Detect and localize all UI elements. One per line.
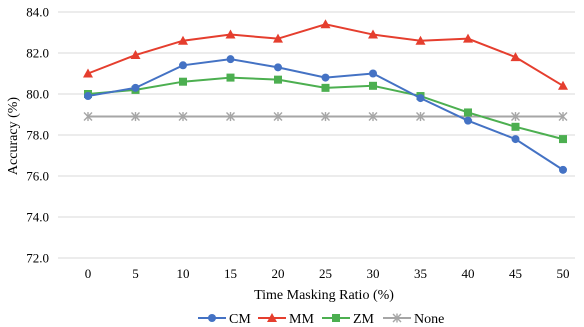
data-point-zm bbox=[321, 83, 330, 92]
y-tick-label: 84.0 bbox=[26, 5, 49, 20]
data-point-none bbox=[131, 112, 140, 122]
data-point-mm bbox=[273, 33, 283, 43]
y-tick-label: 82.0 bbox=[26, 46, 49, 61]
legend-item-none: None bbox=[383, 312, 444, 327]
data-point-mm bbox=[225, 29, 236, 39]
legend-marker-none bbox=[392, 313, 402, 323]
x-tick-label: 5 bbox=[132, 266, 139, 281]
y-tick-label: 72.0 bbox=[26, 251, 49, 266]
data-point-cm bbox=[369, 69, 377, 78]
data-point-cm bbox=[511, 135, 520, 144]
x-tick-label: 40 bbox=[462, 266, 475, 281]
y-tick-label: 78.0 bbox=[26, 128, 49, 143]
data-point-zm bbox=[511, 122, 520, 131]
series-group bbox=[83, 19, 568, 174]
data-point-zm bbox=[226, 73, 235, 82]
data-point-mm bbox=[415, 35, 426, 45]
data-point-mm bbox=[320, 19, 331, 29]
data-point-cm bbox=[274, 63, 282, 72]
data-point-none bbox=[558, 112, 568, 122]
data-point-cm bbox=[464, 116, 472, 125]
data-point-none bbox=[321, 112, 330, 122]
data-point-zm bbox=[559, 135, 567, 144]
data-point-cm bbox=[179, 61, 187, 70]
legend: CM MM ZM None bbox=[198, 312, 444, 327]
data-point-cm bbox=[321, 73, 330, 82]
legend-label: MM bbox=[289, 312, 314, 327]
x-tick-label: 20 bbox=[272, 266, 285, 281]
data-point-cm bbox=[84, 92, 92, 101]
y-tick-label: 74.0 bbox=[26, 210, 49, 225]
data-point-cm bbox=[416, 94, 425, 103]
data-point-none bbox=[511, 112, 520, 122]
data-point-none bbox=[178, 112, 188, 122]
data-point-none bbox=[416, 112, 425, 122]
legend-item-mm: MM bbox=[258, 312, 314, 327]
legend-item-zm: ZM bbox=[322, 312, 375, 327]
legend-item-cm: CM bbox=[198, 312, 251, 327]
data-point-mm bbox=[130, 50, 141, 60]
x-tick-label: 10 bbox=[177, 266, 190, 281]
x-tick-label: 50 bbox=[557, 266, 570, 281]
legend-label: ZM bbox=[353, 312, 375, 327]
x-tick-label: 45 bbox=[509, 266, 522, 281]
x-axis-ticks: 0 5 10 15 20 25 30 35 40 45 50 bbox=[85, 266, 570, 281]
y-tick-label: 80.0 bbox=[26, 87, 49, 102]
data-point-mm bbox=[178, 35, 188, 45]
x-tick-label: 15 bbox=[224, 266, 237, 281]
x-tick-label: 0 bbox=[85, 266, 92, 281]
data-point-mm bbox=[83, 68, 93, 78]
legend-marker-cm bbox=[208, 314, 216, 322]
data-point-mm bbox=[510, 52, 521, 62]
legend-marker-zm bbox=[332, 314, 340, 322]
gridlines bbox=[58, 11, 575, 259]
y-axis-ticks: 72.0 74.0 76.0 78.0 80.0 82.0 84.0 bbox=[26, 5, 49, 266]
data-point-zm bbox=[179, 77, 187, 86]
data-point-none bbox=[368, 112, 378, 122]
data-point-none bbox=[226, 112, 235, 122]
x-tick-label: 25 bbox=[319, 266, 332, 281]
data-point-zm bbox=[369, 81, 377, 90]
data-point-cm bbox=[131, 83, 140, 92]
data-point-cm bbox=[559, 165, 567, 174]
data-point-mm bbox=[463, 33, 473, 43]
y-axis-title: Accuracy (%) bbox=[6, 97, 21, 175]
series-mm bbox=[83, 19, 568, 90]
y-tick-label: 76.0 bbox=[26, 169, 49, 184]
x-tick-label: 30 bbox=[367, 266, 380, 281]
data-point-mm bbox=[368, 29, 378, 39]
x-tick-label: 35 bbox=[414, 266, 427, 281]
x-axis-title: Time Masking Ratio (%) bbox=[254, 288, 394, 303]
data-point-zm bbox=[274, 75, 282, 84]
series-zm bbox=[84, 73, 567, 144]
data-point-none bbox=[83, 112, 93, 122]
data-point-none bbox=[273, 112, 283, 122]
data-point-zm bbox=[464, 108, 472, 117]
legend-marker-mm bbox=[267, 313, 277, 322]
data-point-mm bbox=[558, 80, 568, 90]
data-point-cm bbox=[226, 55, 235, 64]
legend-label: None bbox=[414, 312, 444, 327]
legend-label: CM bbox=[229, 312, 251, 327]
series-cm bbox=[84, 55, 567, 174]
